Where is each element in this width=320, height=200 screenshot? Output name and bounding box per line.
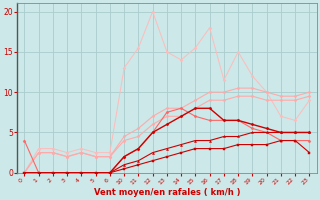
- X-axis label: Vent moyen/en rafales ( km/h ): Vent moyen/en rafales ( km/h ): [94, 188, 240, 197]
